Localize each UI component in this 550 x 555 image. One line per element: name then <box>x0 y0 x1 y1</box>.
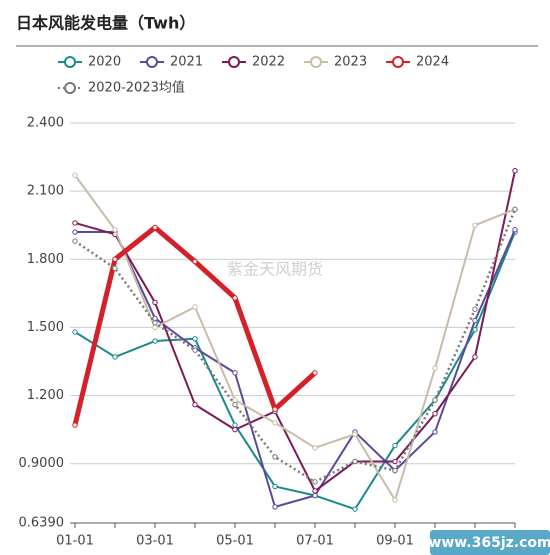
point <box>472 306 478 312</box>
point <box>232 426 238 433</box>
point <box>192 347 198 353</box>
point <box>72 422 78 428</box>
point <box>392 497 398 503</box>
series-line <box>74 170 516 492</box>
point <box>152 338 158 344</box>
legend-marker <box>64 56 76 68</box>
point <box>152 324 158 331</box>
point <box>272 420 278 426</box>
series-line <box>75 229 516 508</box>
point <box>152 320 158 326</box>
y-tick-label: 2.100 <box>27 184 64 199</box>
point <box>352 458 358 465</box>
chart-title: 日本风能发电量（Twh） <box>16 14 195 33</box>
watermark: 紫金天风期货 <box>227 260 323 279</box>
point <box>232 370 238 376</box>
point <box>472 222 478 228</box>
legend-label: 2020-2023均值 <box>88 80 185 96</box>
legend-marker <box>146 56 158 68</box>
point <box>472 354 478 360</box>
legend-label: 2021 <box>170 55 203 70</box>
point <box>272 406 278 412</box>
series-line <box>74 174 516 502</box>
point <box>512 168 518 174</box>
legend-label: 2020 <box>88 55 121 70</box>
legend-label: 2024 <box>416 55 449 70</box>
point <box>72 220 78 226</box>
point <box>432 411 438 417</box>
point <box>232 422 238 428</box>
point <box>272 504 278 510</box>
y-tick-label: 1.200 <box>27 388 64 403</box>
series-line <box>74 208 517 484</box>
point <box>432 397 438 403</box>
point <box>312 370 318 376</box>
point <box>312 445 318 451</box>
y-tick-label: 2.400 <box>27 116 64 131</box>
legend-marker <box>310 56 322 68</box>
point <box>512 206 518 213</box>
point <box>432 429 438 435</box>
legend-label: 2023 <box>334 55 367 70</box>
point <box>152 315 158 322</box>
x-tick-label: 01-01 <box>56 534 94 549</box>
point <box>192 258 198 265</box>
series-line <box>74 231 516 511</box>
y-tick-label: 0.9000 <box>19 456 65 471</box>
y-tick-label: 0.6390 <box>19 516 65 531</box>
point <box>272 483 278 490</box>
point <box>352 506 358 512</box>
x-tick-label: 09-01 <box>376 534 414 549</box>
point <box>512 227 518 233</box>
point <box>72 172 78 178</box>
point <box>192 401 198 408</box>
x-tick-label: 05-01 <box>216 534 254 549</box>
point <box>432 365 438 372</box>
point <box>392 458 398 465</box>
legend-marker <box>64 82 76 94</box>
point <box>472 317 478 324</box>
point <box>112 256 118 262</box>
point <box>72 238 78 244</box>
point <box>112 227 118 233</box>
x-tick-label: 07-01 <box>296 534 334 549</box>
point <box>352 431 358 437</box>
point <box>312 479 318 485</box>
point <box>152 299 158 306</box>
point <box>392 442 398 449</box>
point <box>272 454 278 460</box>
point <box>192 304 198 310</box>
point <box>232 401 238 408</box>
point <box>152 224 158 231</box>
point <box>112 354 118 360</box>
point <box>312 492 318 499</box>
y-tick-label: 1.500 <box>27 320 64 335</box>
point <box>232 295 238 301</box>
watermark-bg <box>430 530 550 555</box>
legend-label: 2022 <box>252 55 285 70</box>
point <box>472 327 478 333</box>
legend-marker <box>228 56 240 68</box>
x-tick-label: 03-01 <box>136 534 174 549</box>
point <box>232 397 238 403</box>
point <box>112 265 118 272</box>
legend-marker <box>392 56 404 68</box>
point <box>192 336 198 342</box>
watermark: www.365jz.com <box>428 535 550 551</box>
point <box>72 229 78 235</box>
point <box>392 467 398 474</box>
y-tick-label: 1.800 <box>27 252 64 267</box>
point <box>72 329 78 335</box>
point <box>312 488 318 494</box>
